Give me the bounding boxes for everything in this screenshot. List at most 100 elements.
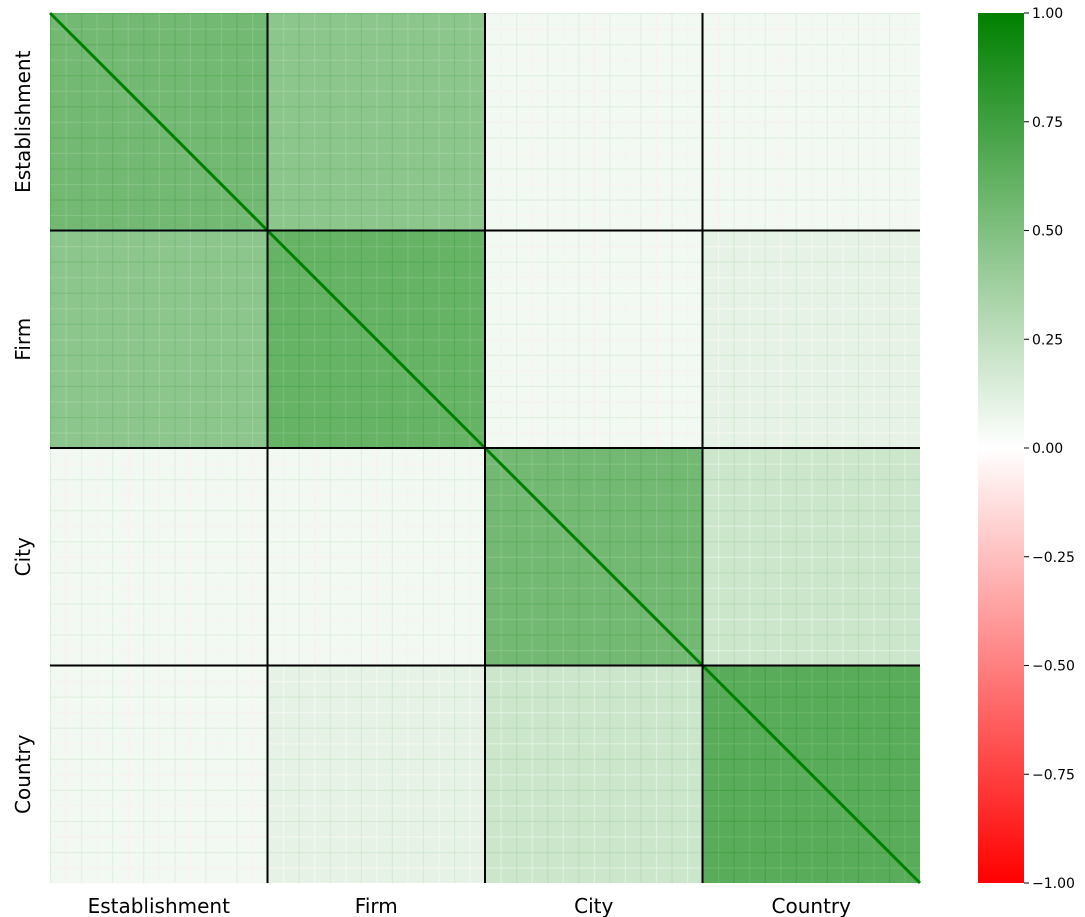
heatmap-stripe <box>50 820 268 823</box>
heatmap-stripe <box>267 121 485 123</box>
heatmap-stripe <box>655 13 658 231</box>
colorbar-tick-label: −0.50 <box>1032 659 1075 675</box>
heatmap-stripe <box>609 13 611 231</box>
heatmap-stripe <box>220 448 223 666</box>
heatmap-stripe <box>702 649 920 652</box>
heatmap-stripe <box>267 183 485 186</box>
heatmap-stripe <box>267 354 485 356</box>
heatmap-diagonal <box>48 11 269 232</box>
heatmap-stripe <box>485 152 703 155</box>
heatmap-stripe <box>857 230 860 448</box>
heatmap-stripe <box>438 13 440 231</box>
heatmap-stripe <box>267 603 485 605</box>
heatmap-stripe <box>50 836 268 838</box>
heatmap-stripe <box>407 448 409 666</box>
colorbar-tick-label: 0.00 <box>1032 441 1063 457</box>
heatmap-stripe <box>702 603 920 605</box>
heatmap-stripe <box>267 432 485 434</box>
heatmap-stripe <box>485 867 703 869</box>
heatmap-stripe <box>50 867 268 869</box>
heatmap-stripe <box>904 230 906 448</box>
heatmap-stripe <box>267 618 485 621</box>
heatmap-stripe <box>267 137 485 139</box>
heatmap-stripe <box>267 556 485 558</box>
heatmap-stripe <box>391 230 393 448</box>
heatmap-stripe <box>469 665 471 883</box>
heatmap-stripe <box>857 448 860 666</box>
heatmap-stripe <box>609 665 611 883</box>
heatmap-stripe <box>50 370 268 372</box>
x-axis-ticks: Establishment Firm City Country <box>88 894 852 917</box>
y-tick-label: Establishment <box>11 50 35 193</box>
heatmap-stripe <box>267 416 485 419</box>
heatmap-stripe <box>904 13 906 231</box>
heatmap-stripe <box>220 13 223 231</box>
heatmap-stripe <box>267 774 485 776</box>
heatmap-stripe <box>189 230 192 448</box>
heatmap-stripe <box>702 618 920 621</box>
heatmap-stripe <box>702 370 920 372</box>
heatmap-stripe <box>267 168 485 170</box>
heatmap-stripe <box>422 448 425 666</box>
heatmap-stripe <box>485 432 703 434</box>
heatmap-stripe <box>251 13 254 231</box>
heatmap-stripe <box>671 230 673 448</box>
heatmap-stripe <box>174 230 176 448</box>
heatmap-stripe <box>609 448 611 666</box>
heatmap-stripe <box>888 665 891 883</box>
heatmap-stripe <box>236 448 238 666</box>
heatmap-stripe <box>220 665 223 883</box>
heatmap-stripe <box>702 851 920 854</box>
heatmap-stripe <box>842 13 844 231</box>
heatmap-stripe <box>686 230 689 448</box>
heatmap-stripe <box>453 665 456 883</box>
heatmap-stripe <box>267 789 485 791</box>
heatmap-stripe <box>189 665 192 883</box>
heatmap-stripe <box>702 168 920 170</box>
heatmap-stripe <box>267 867 485 869</box>
heatmap-stripe <box>50 168 268 170</box>
heatmap-stripe <box>702 183 920 186</box>
heatmap-stripe <box>485 836 703 838</box>
heatmap-stripe <box>267 214 485 217</box>
heatmap-stripe <box>624 665 627 883</box>
heatmap-stripe <box>842 230 844 448</box>
heatmap-stripe <box>391 13 393 231</box>
x-tick-label: City <box>574 894 613 917</box>
heatmap-stripe <box>485 183 703 186</box>
heatmap-stripe <box>50 354 268 356</box>
heatmap-stripe <box>702 137 920 139</box>
heatmap-stripe <box>904 665 906 883</box>
heatmap-stripe <box>826 230 828 448</box>
heatmap-stripe <box>702 556 920 558</box>
heatmap-stripe <box>702 805 920 807</box>
heatmap-stripe <box>671 665 673 883</box>
heatmap-stripe <box>267 634 485 636</box>
heatmap-stripe <box>702 339 920 341</box>
colorbar-tick-label: −0.25 <box>1032 550 1075 566</box>
heatmap-stripe <box>686 665 689 883</box>
heatmap-stripe <box>407 13 409 231</box>
heatmap-stripe <box>702 401 920 403</box>
heatmap-stripe <box>655 448 658 666</box>
y-tick-label: Country <box>11 734 35 814</box>
heatmap-stripe <box>485 121 703 123</box>
x-tick-label: Country <box>772 894 852 917</box>
heatmap-stripe <box>671 448 673 666</box>
heatmap-stripe <box>267 401 485 403</box>
heatmap-stripe <box>50 416 268 419</box>
heatmap-stripe <box>267 572 485 574</box>
heatmap-stripe <box>50 587 268 590</box>
heatmap-stripe <box>50 339 268 341</box>
heatmap-stripe <box>640 665 642 883</box>
heatmap-stripe <box>50 556 268 558</box>
heatmap-stripe <box>485 820 703 823</box>
heatmap-stripe <box>251 665 254 883</box>
colorbar-tick-label: 1.00 <box>1032 6 1063 22</box>
heatmap-stripe <box>655 665 658 883</box>
heatmap-stripe <box>174 13 176 231</box>
heatmap-stripe <box>873 665 875 883</box>
heatmap-stripe <box>267 820 485 823</box>
heatmap-stripe <box>438 230 440 448</box>
